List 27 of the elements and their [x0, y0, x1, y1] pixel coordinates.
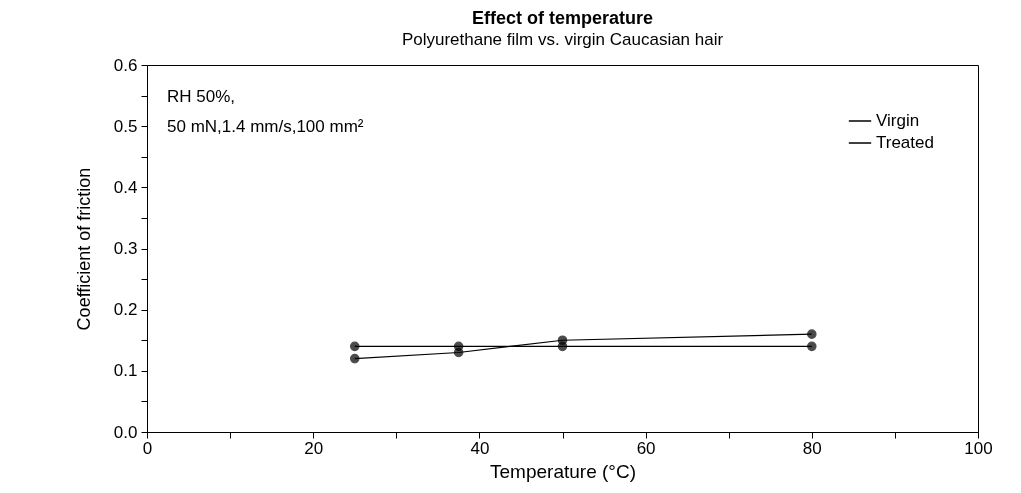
y-axis-title: Coefficient of friction: [73, 167, 94, 331]
annotation: 50 mN,1.4 mm/s,100 mm²: [167, 117, 364, 136]
legend-label: Treated: [876, 133, 934, 152]
x-tick-label: 80: [802, 438, 822, 458]
y-tick-label: 0.5: [113, 116, 138, 136]
y-tick-label: 0.3: [113, 239, 138, 258]
legend-label: Virgin: [876, 111, 920, 130]
y-tick-label: 0.6: [113, 55, 138, 75]
point: [807, 341, 817, 352]
x-tick-label: 40: [470, 438, 490, 458]
point: [349, 341, 360, 352]
point: [453, 347, 464, 358]
y-tick-label: 0.2: [113, 300, 138, 320]
point: [349, 353, 360, 364]
x-axis-title: Temperature (°C): [490, 460, 636, 482]
point: [807, 329, 817, 339]
chart-subtitle: Polyurethane film vs. virgin Caucasian hair: [401, 30, 724, 49]
x-tick-label: 60: [636, 438, 656, 458]
x-tick-label: 0: [142, 438, 153, 458]
x-tick-label: 100: [964, 438, 993, 458]
y-tick-label: 0.0: [113, 422, 138, 442]
point: [557, 335, 568, 346]
y-tick-label: 0.1: [113, 361, 138, 381]
annotation: RH 50%,: [167, 87, 236, 106]
chart-title: Effect of temperature: [471, 8, 654, 28]
y-tick-label: 0.4: [113, 177, 138, 197]
x-tick-label: 20: [304, 438, 324, 458]
